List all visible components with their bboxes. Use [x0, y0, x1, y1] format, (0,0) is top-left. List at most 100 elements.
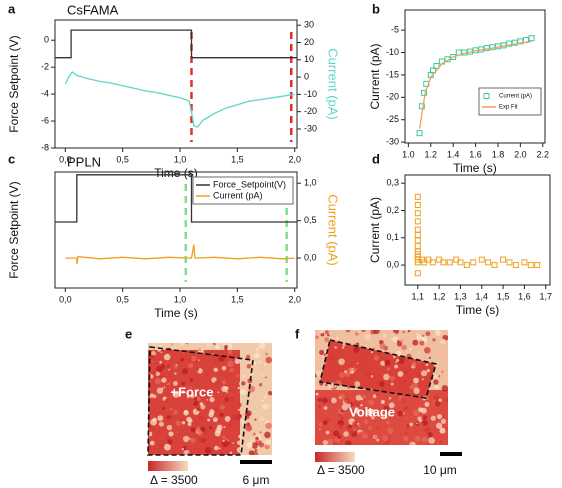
texture-spot	[347, 385, 351, 389]
texture-spot	[395, 361, 397, 363]
texture-spot	[388, 402, 395, 409]
texture-spot	[334, 346, 337, 349]
y-tick-label: -15	[386, 69, 399, 79]
texture-spot	[402, 412, 405, 415]
point	[446, 259, 453, 266]
texture-spot	[376, 438, 380, 442]
texture-spot	[379, 381, 385, 387]
x-tick-label: 1,6	[518, 291, 531, 301]
region-outline	[319, 339, 438, 399]
texture-spot	[186, 395, 190, 399]
texture-spot	[259, 437, 262, 441]
texture-spot	[403, 405, 409, 411]
x-tick-label: 2.2	[537, 149, 550, 159]
texture-spot	[224, 345, 229, 349]
y-tick-label: -25	[386, 114, 399, 124]
texture-spot	[406, 424, 410, 428]
texture-spot	[180, 357, 185, 362]
texture-spot	[329, 354, 335, 360]
texture-spot	[154, 378, 161, 385]
texture-spot	[194, 397, 198, 401]
legend-label: Exp Fit	[499, 105, 518, 111]
texture-spot	[209, 388, 213, 392]
texture-spot	[341, 404, 348, 411]
texture-spot	[372, 394, 377, 399]
texture-spot	[369, 408, 375, 415]
texture-spot	[166, 365, 170, 368]
texture-spot	[330, 397, 337, 404]
texture-spot	[315, 335, 319, 340]
texture-spot	[164, 443, 171, 451]
point	[450, 54, 457, 61]
texture-spot	[320, 330, 324, 334]
texture-spot	[382, 333, 387, 338]
texture-spot	[417, 351, 421, 355]
texture-spot	[385, 420, 391, 425]
texture-spot	[409, 384, 414, 390]
legend-swatch	[483, 93, 490, 99]
texture-spot	[183, 410, 189, 416]
texture-spot	[265, 439, 271, 446]
texture-spot	[254, 448, 258, 452]
colorbar-label: Δ = 3500	[150, 473, 198, 487]
texture-spot	[158, 421, 164, 427]
series-line	[64, 70, 295, 129]
texture-spot	[252, 432, 256, 436]
texture-spot	[345, 371, 351, 377]
texture-spot	[245, 424, 253, 432]
texture-spot	[376, 426, 380, 430]
texture-spot	[218, 447, 221, 450]
texture-spot	[432, 338, 436, 342]
texture-spot	[157, 415, 164, 422]
texture-spot	[327, 333, 330, 337]
texture-spot	[413, 387, 420, 394]
texture-spot	[189, 437, 192, 440]
x-tick-label: 1.0	[402, 149, 415, 159]
texture-spot	[370, 351, 373, 354]
point	[418, 103, 425, 110]
texture-spot	[151, 351, 156, 356]
texture-spot	[362, 433, 368, 439]
texture-spot	[403, 435, 409, 442]
texture-spot	[165, 435, 171, 441]
texture-spot	[181, 390, 185, 394]
texture-spot	[176, 443, 179, 446]
texture-spot	[387, 427, 394, 434]
texture-spot	[356, 422, 360, 425]
texture-spot	[175, 364, 178, 366]
texture-spot	[172, 345, 177, 350]
texture-spot	[414, 435, 421, 442]
y-tick-label: -10	[386, 47, 399, 57]
y-tick-label: 0,1	[386, 232, 399, 242]
texture-spot	[193, 383, 196, 386]
texture-spot	[163, 353, 171, 361]
texture-spot	[219, 404, 225, 410]
texture-spot	[430, 415, 437, 421]
texture-spot	[348, 428, 355, 434]
point	[421, 89, 428, 96]
texture-spot	[257, 361, 261, 364]
y-axis-label: Force Setpoint (V)	[7, 35, 21, 132]
texture-spot	[341, 417, 344, 420]
texture-spot	[189, 378, 194, 382]
texture-spot	[440, 418, 447, 424]
texture-spot	[439, 427, 446, 434]
texture-spot	[324, 337, 330, 343]
texture-spot	[174, 372, 177, 375]
colorbar-label: Δ = 3500	[317, 463, 365, 477]
y2-tick-label: 0,5	[304, 215, 317, 225]
texture-spot	[196, 407, 200, 412]
texture-spot	[187, 358, 191, 362]
texture-spot	[383, 413, 390, 419]
texture-spot	[197, 415, 204, 422]
texture-spot	[318, 422, 323, 427]
texture-spot	[346, 403, 351, 408]
texture-spot	[402, 331, 405, 334]
point	[485, 259, 492, 266]
texture-spot	[367, 425, 373, 430]
texture-spot	[246, 363, 252, 369]
texture-spot	[401, 344, 407, 351]
x-tick-label: 1,4	[476, 291, 489, 301]
texture-spot	[169, 407, 173, 411]
texture-spot	[249, 438, 254, 443]
